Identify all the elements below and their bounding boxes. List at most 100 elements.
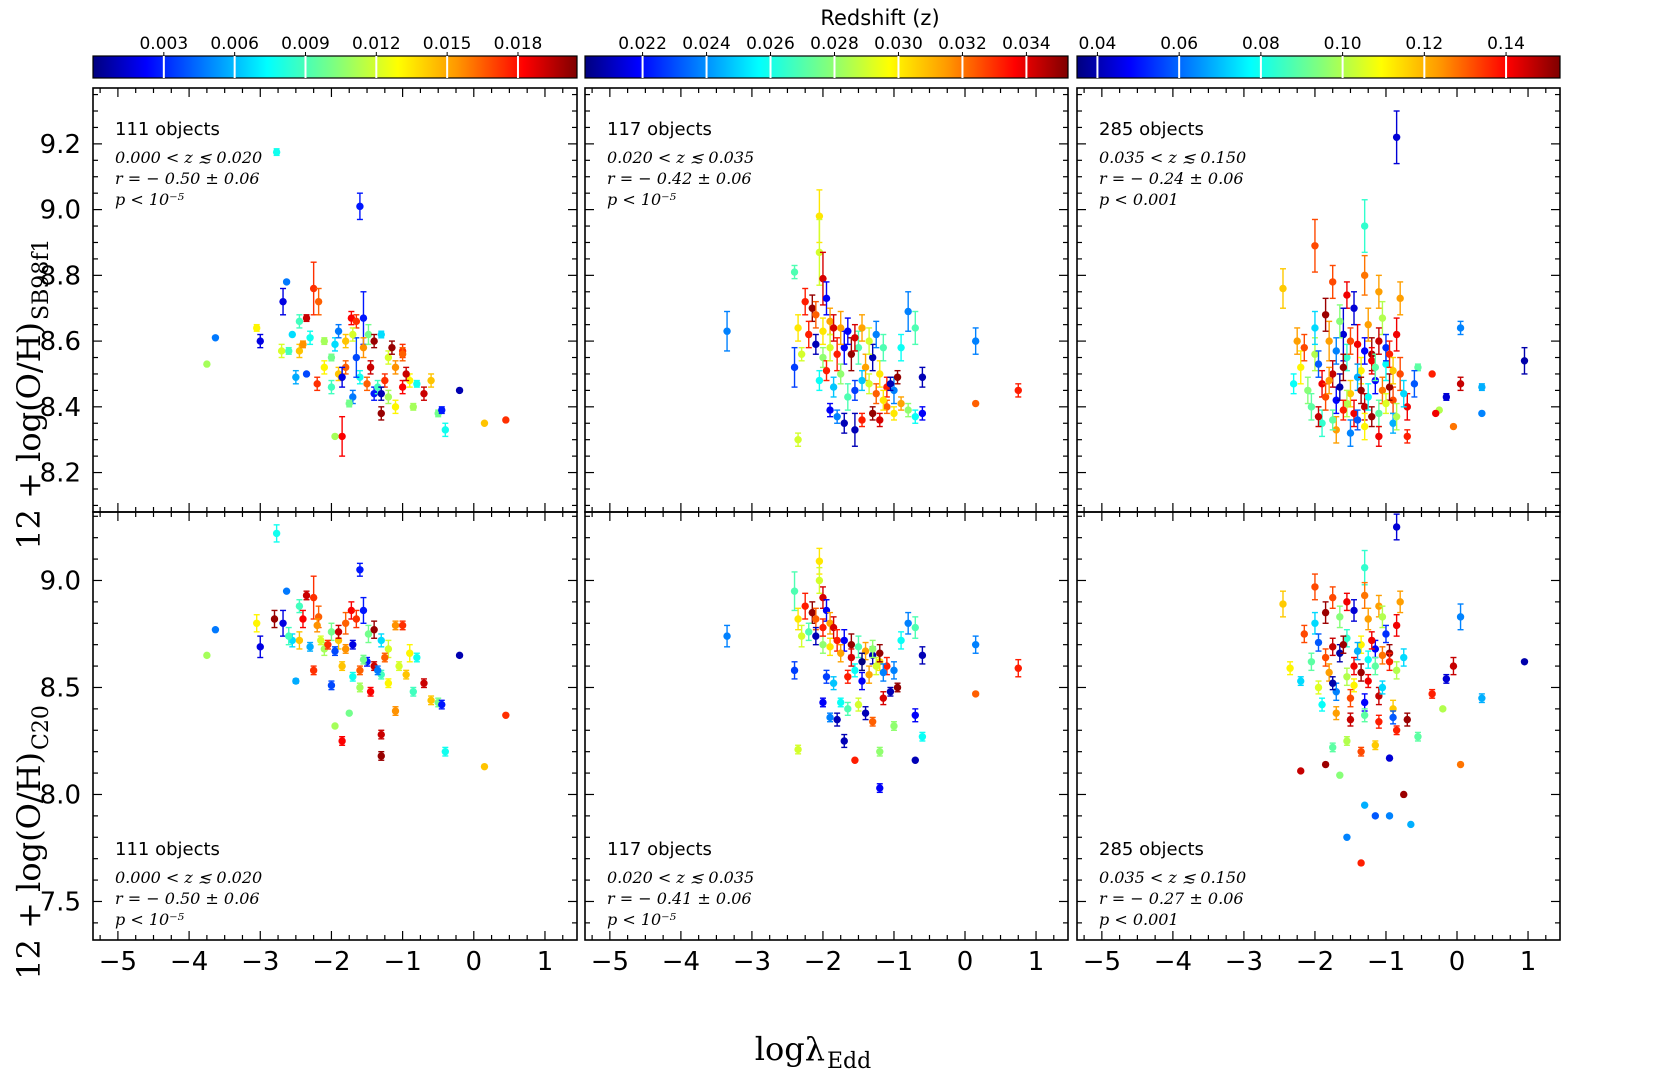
data-point [1360,222,1369,230]
data-point [1357,366,1365,375]
data-point [1371,812,1380,820]
data-point [812,615,820,623]
data-point [1410,380,1419,388]
data-point [890,386,898,395]
annotation-zrange: 0.000 < z ≲ 0.020 [115,868,262,887]
data-point [1343,833,1351,841]
data-point [840,737,848,745]
data-point [904,307,912,316]
data-point [272,148,281,156]
data-point [971,640,980,649]
data-point [398,621,407,630]
data-point [904,619,912,627]
data-point [384,393,393,401]
data-point [356,566,364,574]
points-top-right [1279,110,1529,447]
data-point [314,297,323,306]
data-point [295,317,304,326]
annotation-count: 111 objects [115,119,220,140]
data-point [1286,664,1294,672]
data-point [1339,406,1348,414]
y-axis-title-bottom-main: 12 + log(O/H) [10,752,48,980]
data-point [812,311,820,319]
data-point [1368,357,1376,365]
data-point [801,297,809,306]
x-tick-label: −5 [99,947,137,977]
data-point [1343,598,1351,606]
annotation-p: p < 10⁻⁵ [607,910,677,929]
data-point [377,752,385,760]
colorbar-tick-label: 0.032 [938,34,987,54]
data-point [723,632,731,640]
data-point [829,679,838,687]
data-point [868,645,877,653]
data-point [1428,370,1436,378]
data-point [826,406,834,414]
data-point [876,370,884,378]
data-point [918,651,927,660]
data-point [455,651,464,660]
colorbar-top-left: 0.003 0.006 0.009 0.012 0.015 0.018 [92,34,578,79]
data-point [377,330,385,339]
data-point [1392,523,1401,531]
data-point [1385,658,1394,666]
data-point [295,602,304,610]
data-point [1329,643,1337,651]
x-tick-label: −3 [241,947,279,977]
data-point [854,643,863,651]
data-point [338,737,346,745]
annotation-zrange: 0.020 < z ≲ 0.035 [607,148,754,167]
data-point [1343,353,1351,362]
data-point [829,324,838,332]
data-point [1311,242,1319,250]
data-point [1382,399,1390,408]
data-point [364,630,373,638]
data-point [1357,859,1365,867]
annotation-count: 285 objects [1099,839,1204,860]
data-point [1350,304,1358,312]
data-point [324,640,332,649]
data-point [858,376,866,385]
data-point [1378,386,1387,395]
data-point [438,406,446,414]
data-point [833,636,841,645]
points-bottom-middle [723,547,1022,794]
data-point [349,330,357,339]
data-point [815,557,824,565]
data-point [1360,403,1369,411]
data-point [911,412,919,421]
y-axis-title-top: 12 + log(O/H) SB98f1 [10,239,54,550]
data-point [1449,422,1458,431]
data-point [395,662,403,670]
data-point [349,393,357,401]
annotation-zrange: 0.020 < z ≲ 0.035 [607,868,754,887]
colorbar-top-middle: 0.022 0.024 0.026 0.028 0.030 0.032 0.034 [584,34,1069,79]
data-point [844,705,852,713]
data-point [1311,619,1319,627]
data-point [334,327,343,335]
data-point [1392,726,1401,734]
panel-top-right: 0.04 0.06 0.08 0.10 0.12 0.14 285 objects 0.035… [1076,34,1561,513]
data-point [1353,373,1362,381]
panel-bottom-right: −5 −4 −3 −2 −1 0 1 285 objects 0.035 < z ≲ 0.150… [1076,511,1561,977]
data-point [480,419,489,427]
data-point [1329,593,1337,602]
data-point [833,350,841,358]
data-point [349,673,357,681]
panel-top-left: 0.003 0.006 0.009 0.012 0.015 0.018 8.2 8.4 8.6 8… [40,34,578,513]
x-axis-title: logλ Edd [755,1030,872,1074]
data-point [377,730,385,739]
data-point [1329,278,1337,286]
data-point [865,670,873,679]
data-point [826,317,834,326]
data-point [851,756,859,764]
data-point [317,636,325,645]
colorbar-tick-label: 0.14 [1487,34,1525,54]
data-point [270,615,279,623]
data-point [402,370,410,378]
colorbar-gradient [92,55,578,79]
data-point [890,722,898,730]
data-point [1403,715,1411,724]
colorbar-tick-label: 0.04 [1079,34,1117,54]
data-point [879,668,888,677]
